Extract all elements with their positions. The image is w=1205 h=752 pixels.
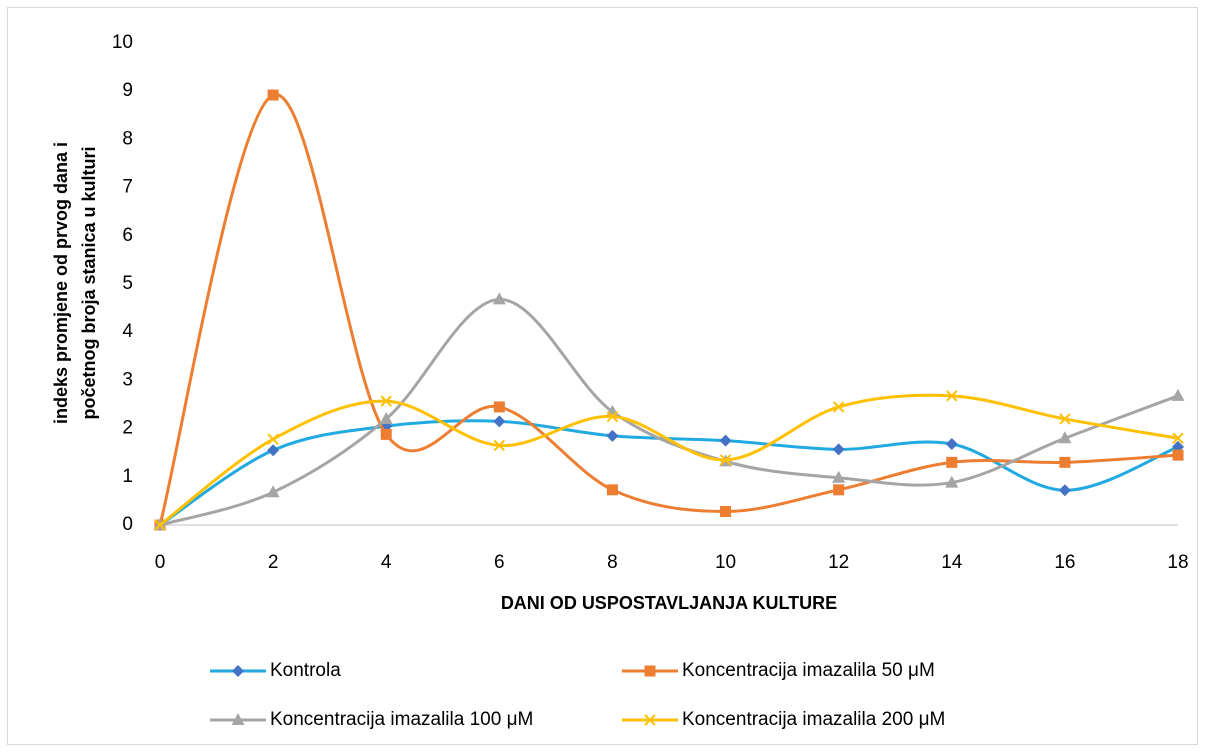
marker: [266, 485, 280, 498]
marker: [1058, 484, 1071, 497]
marker: [945, 475, 959, 488]
series-line: [159, 297, 1179, 527]
marker: [719, 434, 732, 447]
legend-label: Kontrola: [270, 660, 341, 681]
series-line: [159, 419, 1179, 527]
marker: [493, 401, 505, 413]
marker: [606, 484, 618, 496]
y-tick-label: 9: [122, 80, 133, 101]
marker: [267, 89, 279, 101]
marker: [946, 456, 958, 468]
x-tick-label: 6: [494, 552, 505, 573]
y-tick-label: 4: [122, 321, 133, 342]
marker: [1058, 431, 1072, 444]
x-tick-label: 16: [1054, 552, 1075, 573]
marker: [1059, 413, 1071, 425]
marker: [380, 428, 392, 440]
x-tick-label: 4: [381, 552, 392, 573]
legend-label: Koncentracija imazalila 200 μM: [682, 709, 945, 730]
x-tick-label: 18: [1167, 552, 1188, 573]
marker: [832, 470, 846, 483]
marker: [606, 429, 619, 442]
legend-label: Koncentracija imazalila 100 μM: [270, 709, 533, 730]
y-tick-label: 5: [122, 273, 133, 294]
marker: [1059, 456, 1071, 468]
y-tick-label: 3: [122, 369, 133, 390]
y-axis-label: indeks promjene od prvog dana i: [51, 142, 71, 424]
legend-marker: [231, 713, 245, 725]
legend-marker: [644, 665, 656, 677]
marker: [833, 484, 845, 496]
marker: [720, 506, 732, 518]
marker: [154, 519, 166, 531]
x-axis-label: DANI OD USPOSTAVLJANJA KULTURE: [501, 593, 837, 613]
legend-marker: [232, 665, 244, 677]
y-tick-label: 1: [122, 466, 133, 487]
y-tick-label: 10: [112, 32, 133, 53]
marker: [832, 401, 845, 413]
marker: [492, 292, 506, 305]
marker: [379, 411, 393, 424]
y-tick-label: 0: [122, 514, 133, 535]
legend-marker: [644, 714, 656, 726]
marker: [606, 410, 619, 423]
x-tick-label: 14: [941, 552, 963, 573]
x-tick-label: 0: [155, 552, 166, 573]
marker: [380, 395, 392, 407]
x-tick-label: 10: [715, 552, 736, 573]
marker: [1172, 449, 1184, 461]
legend-label: Koncentracija imazalila 50 μM: [682, 660, 935, 681]
y-tick-label: 8: [122, 128, 133, 149]
marker: [719, 454, 732, 466]
marker: [493, 415, 506, 428]
y-axis-label: početnog broja stanica u kulturi: [79, 146, 99, 419]
marker: [945, 438, 958, 451]
marker: [832, 443, 845, 456]
marker: [493, 439, 506, 452]
marker: [1171, 388, 1185, 401]
marker: [267, 433, 279, 445]
marker: [267, 444, 280, 457]
chart-border: [7, 7, 1198, 745]
y-tick-label: 2: [122, 418, 133, 439]
x-tick-label: 2: [268, 552, 279, 573]
marker: [946, 390, 958, 402]
x-tick-label: 12: [828, 552, 849, 573]
marker: [1172, 432, 1184, 444]
y-tick-label: 7: [122, 177, 133, 198]
y-tick-label: 6: [122, 225, 133, 246]
x-tick-label: 8: [607, 552, 618, 573]
series-line: [159, 393, 1179, 527]
